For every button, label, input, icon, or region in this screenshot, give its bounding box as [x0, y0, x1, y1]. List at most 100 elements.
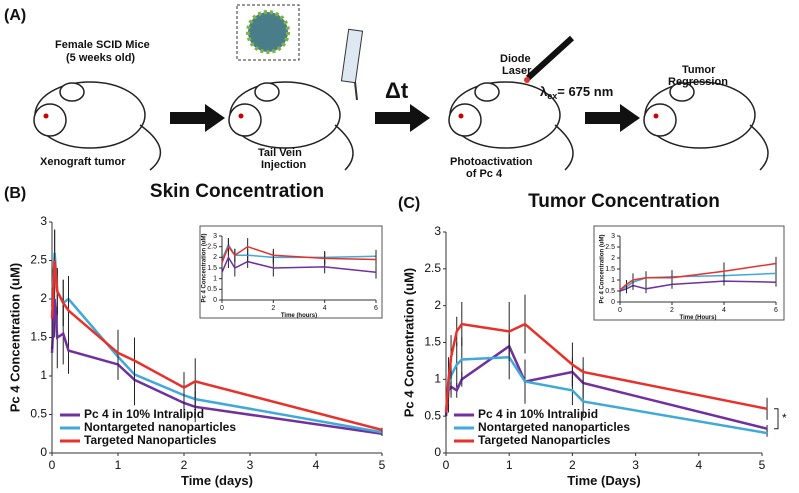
y-tick-label: 2 [40, 291, 47, 305]
x-tick-label: 0 [443, 458, 450, 472]
x-axis-title: Time (days) [181, 473, 253, 488]
label: λex= 675 nm [540, 84, 613, 101]
series-line [444, 322, 768, 413]
y-tick-label: 0 [213, 297, 217, 304]
y-tick-label: 0.5 [424, 408, 441, 422]
series-line [50, 298, 383, 435]
x-tick-label: 3 [247, 458, 254, 472]
panel-label: (A) [4, 7, 26, 24]
y-tick-label: 2.5 [207, 244, 217, 251]
legend-label: Targeted Nanoparticles [478, 433, 611, 447]
label: (5 weeks old) [66, 52, 135, 64]
y-tick-label: 0 [434, 445, 441, 459]
series-line [221, 245, 377, 263]
y-tick-label: 1 [40, 368, 47, 382]
y-tick-label: 1 [434, 372, 441, 386]
y-tick-label: 1.5 [207, 265, 217, 272]
x-tick-label: 6 [374, 305, 378, 312]
x-tick-label: 0 [618, 307, 622, 314]
x-tick-label: 5 [759, 458, 766, 472]
laser-tip [524, 77, 530, 83]
y-tick-label: 2.5 [424, 261, 441, 275]
mouse-drawings [33, 81, 769, 171]
y-tick-label: 3 [213, 233, 217, 240]
y-tick-label: 0.5 [207, 286, 217, 293]
x-tick-label: 0 [220, 305, 224, 312]
x-tick-label: 1 [115, 458, 122, 472]
legend-label: Nontargeted nanoparticles [84, 420, 236, 434]
label: Injection [261, 159, 307, 171]
inset-frame [593, 225, 785, 321]
laser [525, 35, 575, 81]
label: λ [540, 84, 548, 99]
x-tick-label: 4 [323, 305, 327, 312]
y-tick-label: 1.5 [424, 335, 441, 349]
y-tick-label: 1.5 [30, 330, 47, 344]
y-axis-title: Pc 4 Concentration (uM) [401, 268, 416, 418]
significance-bracket [774, 408, 779, 430]
legend-label: Pc 4 in 10% Intralipid [478, 407, 598, 421]
panel-label: (C) [398, 195, 420, 212]
x-tick-label: 3 [632, 458, 639, 472]
y-axis-title: Pc 4 Concentration (uM) [600, 234, 606, 303]
y-tick-label: 2.5 [605, 244, 615, 251]
annotation: * [782, 411, 787, 425]
label: Regression [668, 76, 728, 88]
y-tick-label: 2 [611, 255, 615, 262]
legend-label: Nontargeted nanoparticles [478, 420, 630, 434]
x-axis-title: Time (Days) [567, 473, 640, 488]
legend-label: Pc 4 in 10% Intralipid [84, 407, 204, 421]
series-line [619, 262, 777, 291]
y-tick-label: 3 [611, 233, 615, 240]
x-tick-label: 1 [506, 458, 513, 472]
panel-label: (B) [4, 185, 26, 202]
label: Tumor [682, 64, 716, 76]
x-tick-label: 2 [271, 305, 275, 312]
y-tick-label: 1 [213, 276, 217, 283]
x-axis-title: Time (Hours) [680, 315, 717, 321]
x-tick-label: 6 [774, 307, 778, 314]
y-tick-label: 0.5 [605, 288, 615, 295]
series-line [444, 355, 768, 435]
x-tick-label: 4 [722, 307, 726, 314]
series-line [444, 344, 768, 430]
x-tick-label: 2 [569, 458, 576, 472]
inset-frame [199, 225, 383, 319]
label: Xenograft tumor [40, 156, 126, 168]
label: Δt [385, 78, 409, 103]
chart-title: Skin Concentration [150, 181, 324, 202]
y-axis-title: Pc 4 Concentration (uM) [202, 233, 208, 302]
y-tick-label: 3 [434, 224, 441, 238]
y-tick-label: 3 [40, 214, 47, 228]
needle [354, 81, 358, 101]
chart-title: Tumor Concentration [528, 191, 720, 212]
y-tick-label: 1 [611, 277, 615, 284]
y-tick-label: 0 [611, 299, 615, 306]
syringe [340, 28, 364, 84]
label: Female SCID Mice [55, 39, 150, 51]
series-line [50, 260, 383, 432]
x-tick-label: 5 [379, 458, 386, 472]
label: Diode [500, 53, 531, 65]
y-tick-label: 2 [434, 298, 441, 312]
label: Tail Vein [258, 147, 302, 159]
label: Photoactivation [450, 156, 533, 168]
x-tick-label: 2 [670, 307, 674, 314]
y-tick-label: 0.5 [30, 407, 47, 421]
y-tick-label: 2 [213, 254, 217, 261]
label: ex [547, 91, 557, 101]
label: = 675 nm [557, 84, 613, 99]
y-tick-label: 2.5 [30, 253, 47, 267]
process-arrows [170, 104, 640, 132]
x-tick-label: 4 [695, 458, 702, 472]
y-tick-label: 0 [40, 445, 47, 459]
label: of Pc 4 [466, 168, 503, 180]
eyes [43, 113, 659, 119]
x-tick-label: 0 [49, 458, 56, 472]
label: Laser [502, 65, 532, 77]
legend-label: Targeted Nanoparticles [84, 433, 217, 447]
y-tick-label: 1.5 [605, 266, 615, 273]
y-axis-title: Pc 4 Concentration (uM) [7, 263, 22, 413]
